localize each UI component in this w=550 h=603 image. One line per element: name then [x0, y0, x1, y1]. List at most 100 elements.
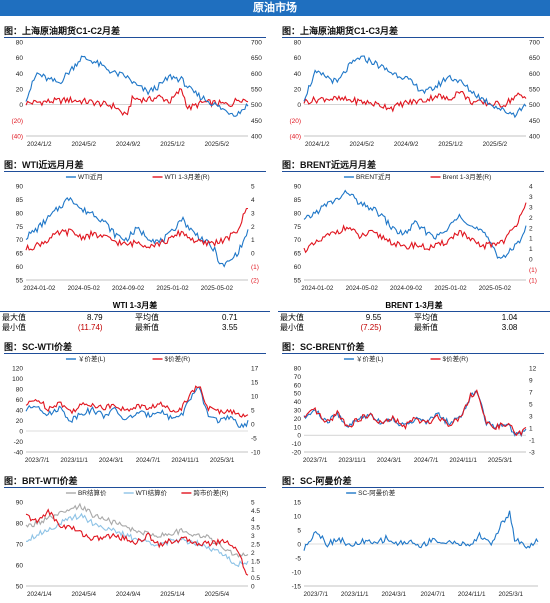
x-tick: 2024/5/4: [71, 591, 96, 598]
y-tick-left: 80: [16, 40, 24, 47]
y-tick-right: 5: [529, 402, 533, 409]
y-tick-left: 80: [294, 210, 302, 217]
series-line-WTI近月: [25, 196, 249, 268]
y-tick-left: 70: [294, 237, 302, 244]
x-tick: 2024-05-02: [68, 285, 101, 292]
y-tick-left: (20): [11, 118, 23, 125]
y-tick-right: 5: [251, 184, 255, 191]
series-line-SC-阿曼价差: [303, 510, 539, 551]
y-tick-left: 60: [294, 382, 302, 389]
chart-title: 图：SC-WTI价差: [4, 342, 266, 354]
x-tick: 2023/7/1: [303, 591, 328, 598]
stat-label: 最小值: [280, 323, 304, 332]
y-tick-right: 12: [529, 366, 537, 373]
y-tick-right: 17: [251, 366, 259, 373]
y-tick-left: -15: [292, 584, 302, 591]
y-tick-left: 60: [16, 397, 24, 404]
x-tick: 2023/11/1: [341, 591, 369, 598]
y-tick-right: 4.5: [251, 508, 260, 515]
y-tick-right: 4: [529, 184, 533, 191]
y-tick-right: 0: [251, 251, 255, 258]
chart-panel-c2: 图：上海原油期货C1-C3月差 (40) (20) 0 20 40 60 80 400 450 50…: [282, 26, 544, 152]
legend-label: 跨市价差(R): [193, 488, 228, 497]
chart-panel-c1: 图：上海原油期货C1-C2月差 (40) (20) 0 20 40 60 80 400 450 50…: [4, 26, 266, 152]
x-tick: 2025/3/1: [498, 591, 523, 598]
y-tick-right: 9: [529, 378, 533, 385]
series-line-WTI结算价: [26, 512, 249, 568]
stat-label: 最大值: [2, 313, 26, 322]
y-tick-left: 60: [16, 563, 24, 570]
y-tick-right: 4: [251, 516, 255, 523]
y-tick-right: 7: [529, 390, 533, 397]
x-tick: 2025/1/4: [160, 591, 185, 598]
chart-svg: (40) (20) 0 20 40 60 80 400 450 500 550 600 650 700 20…: [11, 40, 262, 149]
y-tick-right: 700: [529, 40, 540, 47]
y-tick-right: 650: [529, 55, 540, 62]
y-tick-left: -40: [14, 450, 24, 457]
x-tick: 2024-09-02: [112, 285, 145, 292]
y-tick-left: 80: [294, 366, 302, 373]
y-tick-right: 2: [251, 550, 255, 557]
stat-value: 3.08: [501, 323, 518, 332]
y-tick-left: 70: [294, 374, 302, 381]
y-tick-left: 75: [294, 224, 302, 231]
y-tick-right: 550: [529, 87, 540, 94]
chart-svg: -40 -20 0 20 40 60 80 100 120 -10 -5 0 5 10 15 17 2023/7…: [12, 354, 261, 464]
chart-title: 图：SC-阿曼价差: [282, 476, 544, 488]
stat-value: 0.71: [222, 313, 238, 322]
y-tick-left: 75: [16, 224, 24, 231]
stat-value: 3.55: [222, 323, 238, 332]
y-tick-right: 2.5: [251, 542, 260, 549]
y-tick-left: -20: [14, 439, 24, 446]
y-tick-left: 55: [16, 278, 24, 285]
x-tick: 2025/3/1: [210, 457, 235, 464]
x-tick: 2025/1/2: [160, 141, 185, 148]
chart-title: 图：上海原油期货C1-C3月差: [282, 26, 544, 38]
stats-table-t1: WTI 1-3月差 最大值 8.79 平均值 0.71 最小值 (11.74) 最新值 3.55: [0, 300, 270, 336]
x-tick: 2024/1/2: [27, 141, 52, 148]
y-tick-left: 70: [16, 237, 24, 244]
y-tick-right: 0.5: [251, 575, 260, 582]
y-tick-left: (20): [289, 118, 301, 125]
y-tick-right: (2): [251, 278, 259, 285]
y-tick-left: 85: [16, 197, 24, 204]
x-tick: 2025-05-02: [201, 285, 234, 292]
x-tick: 2024-05-02: [346, 285, 379, 292]
y-tick-left: 10: [294, 514, 302, 521]
y-tick-left: 60: [294, 264, 302, 271]
y-tick-left: 90: [16, 184, 24, 191]
legend-label: BR结算价: [78, 488, 107, 497]
stat-value: 9.55: [365, 313, 382, 322]
y-tick-right: 2: [251, 224, 255, 231]
y-tick-right: 700: [251, 40, 262, 47]
y-tick-left: 0: [297, 542, 301, 549]
y-tick-left: 120: [12, 366, 23, 373]
y-tick-right: 3: [529, 414, 533, 421]
legend-label: WTI结算价: [136, 488, 168, 497]
x-tick: 2025-01-02: [434, 285, 467, 292]
y-tick-right: 1: [251, 567, 255, 574]
y-tick-left: 20: [294, 416, 302, 423]
y-tick-right: 650: [251, 55, 262, 62]
legend-label: ￥价差(L): [78, 354, 105, 363]
y-tick-left: 90: [294, 184, 302, 191]
chart-title: 图：BRENT近远月月差: [282, 160, 544, 172]
y-tick-left: 70: [16, 542, 24, 549]
section-banner: 原油市场: [0, 0, 550, 16]
y-tick-left: 80: [16, 387, 24, 394]
stat-value: 1.04: [501, 313, 518, 322]
table-row: 最小值 (7.25) 最新值 3.08: [278, 323, 550, 333]
x-tick: 2024/11/1: [171, 457, 199, 464]
y-tick-right: 3: [529, 204, 533, 211]
legend-label: $价差(R): [165, 354, 191, 363]
y-tick-right: (1): [251, 264, 259, 271]
y-tick-right: 4: [251, 197, 255, 204]
chart-svg: 55 60 65 70 75 80 85 90 (2) (1) 0 1 2 3 4 5 2024-01-02 20…: [16, 172, 259, 292]
legend-label: WTI 1-3月差(R): [165, 172, 210, 181]
stat-label: 最小值: [2, 323, 26, 332]
y-tick-left: 90: [16, 500, 24, 507]
x-tick: 2024/9/2: [394, 141, 419, 148]
y-tick-right: 0: [251, 422, 255, 429]
x-tick: 2025/1/2: [438, 141, 463, 148]
